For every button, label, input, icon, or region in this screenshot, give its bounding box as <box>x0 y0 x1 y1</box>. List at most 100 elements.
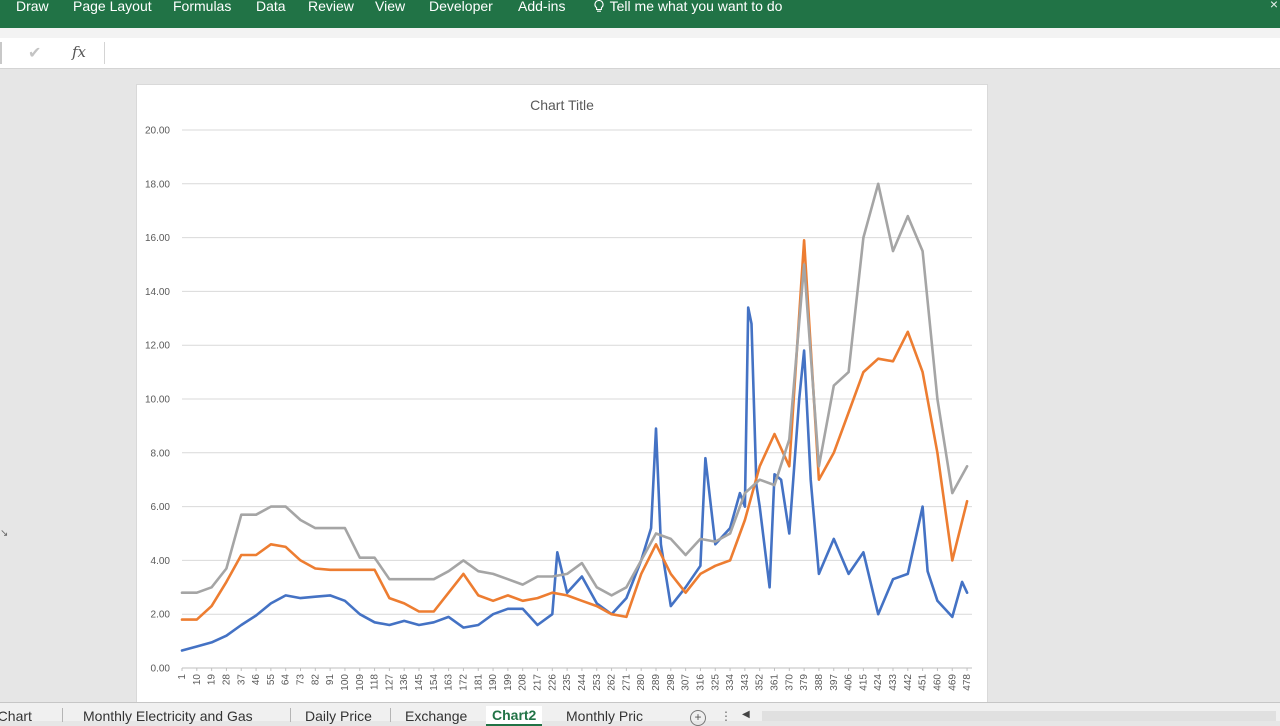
x-tick-label: 136 <box>399 674 410 691</box>
x-tick-label: 442 <box>903 674 914 691</box>
sheet-tab-a-chart[interactable]: a Chart <box>0 708 32 724</box>
x-tick-label: 316 <box>695 674 706 691</box>
x-tick-label: 145 <box>414 674 425 691</box>
tab-formulas[interactable]: Formulas <box>173 0 232 14</box>
x-tick-label: 226 <box>547 674 558 691</box>
x-tick-label: 100 <box>340 674 351 691</box>
formula-input[interactable] <box>106 42 1280 66</box>
y-tick-label: 4.00 <box>151 556 171 567</box>
sheet-tab-daily-price[interactable]: Daily Price <box>305 708 372 724</box>
y-tick-label: 6.00 <box>151 502 171 513</box>
x-tick-label: 469 <box>947 674 958 691</box>
sheet-tab-chart2[interactable]: Chart2 <box>486 706 543 726</box>
x-tick-label: 190 <box>488 674 499 691</box>
series-line-gray[interactable] <box>180 182 969 597</box>
x-tick-label: 388 <box>814 674 825 691</box>
x-tick-label: 118 <box>370 674 381 690</box>
x-tick-label: 262 <box>607 674 618 691</box>
x-tick-label: 298 <box>666 674 677 691</box>
y-tick-label: 16.00 <box>145 233 170 244</box>
x-tick-label: 478 <box>962 674 973 691</box>
x-tick-label: 343 <box>740 674 751 691</box>
enter-check-icon[interactable]: ✔ <box>28 45 42 62</box>
ribbon-bar: Draw Page Layout Formulas Data Review Vi… <box>0 0 1280 28</box>
tab-developer[interactable]: Developer <box>429 0 493 14</box>
add-sheet-icon[interactable]: + <box>690 710 706 726</box>
tab-data[interactable]: Data <box>256 0 286 14</box>
x-tick-label: 289 <box>651 674 662 691</box>
y-tick-label: 20.00 <box>145 126 170 137</box>
x-tick-label: 235 <box>562 674 573 691</box>
y-tick-label: 2.00 <box>151 610 171 621</box>
x-tick-label: 208 <box>518 674 529 691</box>
x-tick-label: 334 <box>725 674 736 691</box>
line-chart[interactable]: Chart Title 0.00 2.00 4.00 6.00 8.00 10.00 12.0… <box>137 85 987 703</box>
x-tick-label: 181 <box>473 674 484 691</box>
tab-add-ins[interactable]: Add-ins <box>518 0 566 14</box>
x-tick-label: 163 <box>444 674 455 691</box>
close-icon[interactable]: × <box>1269 0 1278 12</box>
formula-bar: ✔ fx <box>0 38 1280 69</box>
x-tick-label: 406 <box>844 674 855 691</box>
y-tick-label: 10.00 <box>145 395 170 406</box>
x-tick-label: 154 <box>429 674 440 691</box>
formula-bar-divider <box>104 42 105 64</box>
x-tick-label: 460 <box>932 674 943 691</box>
x-tick-label: 55 <box>266 674 277 686</box>
x-tick-label: 73 <box>296 674 307 686</box>
tell-me-search[interactable]: Tell me what you want to do <box>592 0 782 15</box>
chart-title[interactable]: Chart Title <box>530 97 594 113</box>
y-tick-label: 12.00 <box>145 341 170 352</box>
x-tick-label: 127 <box>384 674 395 691</box>
insert-function-icon[interactable]: fx <box>72 43 87 61</box>
x-tick-label: 199 <box>503 674 514 691</box>
tab-review[interactable]: Review <box>308 0 354 14</box>
x-tick-label: 352 <box>755 674 766 691</box>
sheet-tab-monthly-electricity-and-gas[interactable]: Monthly Electricity and Gas <box>83 708 253 724</box>
series-line-blue[interactable] <box>180 306 969 652</box>
x-tick-label: 379 <box>799 674 810 691</box>
x-tick-label: 397 <box>829 674 840 691</box>
x-tick-label: 172 <box>458 674 469 691</box>
resize-cursor-icon: ↘ <box>0 528 9 539</box>
tab-divider <box>390 708 391 722</box>
name-box-edge <box>0 42 2 64</box>
y-tick-label: 14.00 <box>145 287 170 298</box>
sheet-tab-exchange[interactable]: Exchange <box>405 708 468 724</box>
chart-area[interactable]: Chart Title 0.00 2.00 4.00 6.00 8.00 10.00 12.0… <box>136 84 988 704</box>
tab-page-layout[interactable]: Page Layout <box>73 0 152 14</box>
sheet-tab-monthly-price[interactable]: Monthly Pric <box>566 708 644 724</box>
x-tick-label: 424 <box>873 674 884 691</box>
sheet-gap <box>0 69 1280 79</box>
x-tick-label: 271 <box>621 674 632 691</box>
scroll-left-icon[interactable]: ◀ <box>742 709 750 720</box>
tab-view[interactable]: View <box>375 0 406 14</box>
more-options-icon[interactable]: ⋮ <box>720 709 732 723</box>
x-tick-label: 91 <box>325 674 336 686</box>
x-tick-label: 37 <box>236 674 247 686</box>
tab-draw[interactable]: Draw <box>16 0 49 14</box>
x-tick-label: 370 <box>784 674 795 691</box>
tab-divider <box>290 708 291 722</box>
x-tick-label: 19 <box>207 674 218 686</box>
x-tick-label: 217 <box>533 674 544 691</box>
x-tick-label: 64 <box>281 674 292 686</box>
sheet-tab-bar: a Chart Monthly Electricity and Gas Dail… <box>0 702 1280 726</box>
y-tick-label: 0.00 <box>151 664 171 675</box>
tab-divider <box>62 708 63 722</box>
x-tick-label: 10 <box>192 674 203 686</box>
x-tick-label: 28 <box>221 674 232 686</box>
x-tick-label: 307 <box>681 674 692 691</box>
x-tick-label: 244 <box>577 674 588 691</box>
x-tick-label: 415 <box>858 674 869 691</box>
y-tick-label: 8.00 <box>151 448 171 459</box>
x-tick-label: 433 <box>888 674 899 691</box>
x-tick-label: 46 <box>251 674 262 686</box>
x-tick-label: 253 <box>592 674 603 691</box>
series-line-orange[interactable] <box>180 239 969 621</box>
x-tick-label: 325 <box>710 674 721 691</box>
tell-me-text: Tell me what you want to do <box>609 0 783 14</box>
lightbulb-icon <box>594 0 604 12</box>
y-tick-label: 18.00 <box>145 179 170 190</box>
horizontal-scrollbar[interactable] <box>762 711 1276 721</box>
